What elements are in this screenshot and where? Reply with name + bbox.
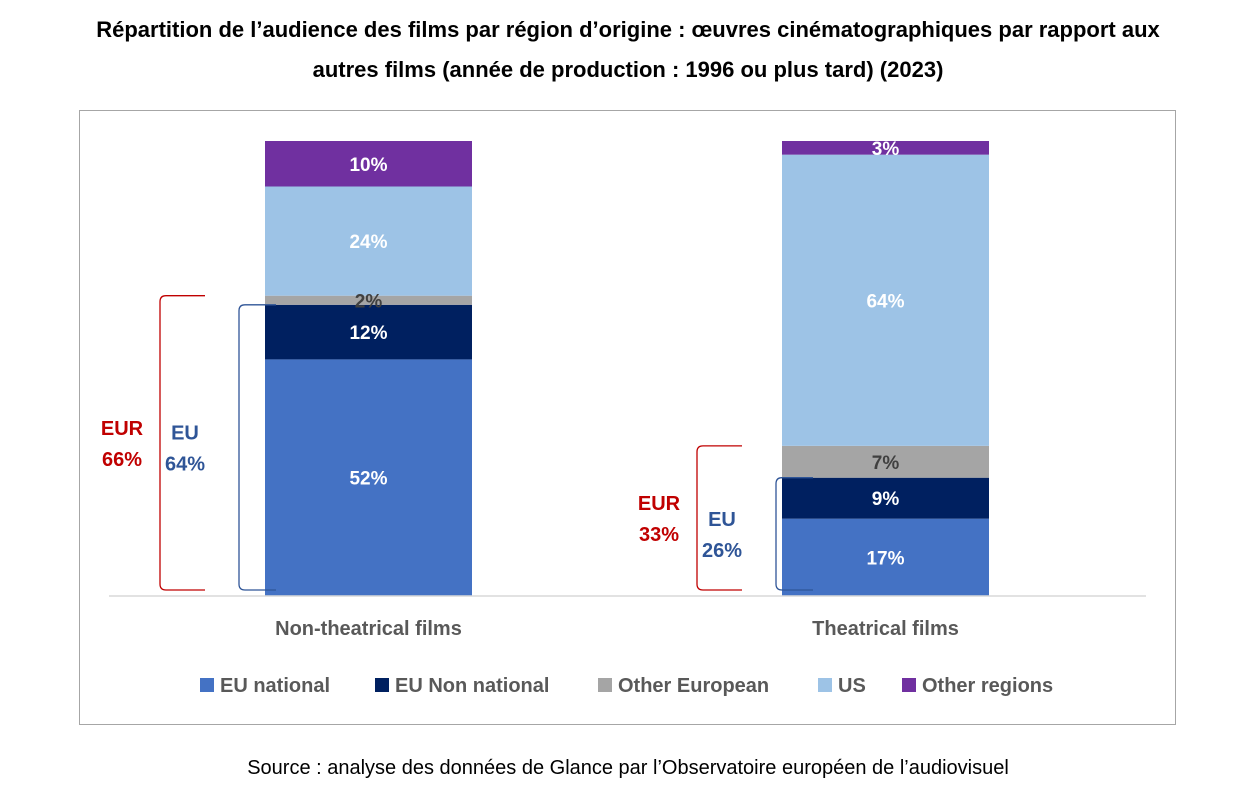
brace-label-eu-non-theatrical-films: EU — [171, 422, 199, 444]
chart-title: Répartition de l’audience des films par … — [0, 10, 1256, 90]
chart-title-line-2: autres films (année de production : 1996… — [312, 57, 944, 82]
brace-value-eur-non-theatrical-films: 66% — [102, 449, 142, 471]
brace-eur-theatrical-films — [696, 445, 742, 591]
brace-label-eu-theatrical-films: EU — [708, 509, 736, 531]
legend-swatch-other-regions — [902, 678, 916, 692]
data-label-non-theatrical-films-eu-national: 52% — [349, 469, 387, 490]
data-label-theatrical-films-eu-national: 17% — [866, 548, 904, 569]
brace-value-eur-theatrical-films: 33% — [639, 524, 679, 546]
legend-label-us: US — [838, 675, 866, 697]
bar-non-theatrical-films-eu-national — [265, 359, 472, 596]
legend-label-eu-non-national: EU Non national — [395, 675, 549, 697]
bar-theatrical-films-eu-non-national — [782, 477, 989, 519]
legend-label-other-european: Other European — [618, 675, 769, 697]
brace-eur-non-theatrical-films — [159, 295, 205, 591]
brace-value-eu-non-theatrical-films: 64% — [165, 453, 205, 475]
bar-theatrical-films-us — [782, 154, 989, 446]
legend-swatch-eu-non-national — [375, 678, 389, 692]
bar-non-theatrical-films-other-european — [265, 295, 472, 305]
data-label-theatrical-films-us: 64% — [866, 291, 904, 312]
chart-plot: 52% 12% 2% 24% 10% 17% 9% 7% 64% 3% Non-theatrical… — [101, 139, 1146, 697]
legend-swatch-eu-national — [200, 678, 214, 692]
brace-value-eu-theatrical-films: 26% — [702, 540, 742, 562]
chart-title-line-1: Répartition de l’audience des films par … — [96, 17, 1160, 42]
brace-eu-non-theatrical-films — [238, 304, 276, 591]
data-label-non-theatrical-films-us: 24% — [349, 232, 387, 253]
category-label-theatrical-films: Theatrical films — [812, 618, 959, 640]
brace-eu-theatrical-films — [775, 477, 813, 591]
data-label-theatrical-films-other-regions: 3% — [872, 139, 900, 160]
category-label-non-theatrical-films: Non-theatrical films — [275, 618, 462, 640]
chart-frame: 52% 12% 2% 24% 10% 17% 9% 7% 64% 3% Non-theatrical… — [79, 110, 1176, 725]
data-label-non-theatrical-films-other-european: 2% — [355, 291, 383, 312]
brace-label-eur-non-theatrical-films: EUR — [101, 418, 144, 440]
bar-non-theatrical-films-other-regions — [265, 141, 472, 187]
brace-label-eur-theatrical-films: EUR — [638, 493, 681, 515]
legend-swatch-us — [818, 678, 832, 692]
legend-swatch-other-european — [598, 678, 612, 692]
bar-theatrical-films-other-european — [782, 445, 989, 478]
legend-label-other-regions: Other regions — [922, 675, 1053, 697]
bar-non-theatrical-films-eu-non-national — [265, 304, 472, 360]
data-label-theatrical-films-eu-non-national: 9% — [872, 489, 900, 510]
bar-theatrical-films-other-regions — [782, 141, 989, 155]
bar-non-theatrical-films-us — [265, 186, 472, 296]
bar-theatrical-films-eu-national — [782, 518, 989, 596]
data-label-non-theatrical-films-eu-non-national: 12% — [349, 323, 387, 344]
data-label-non-theatrical-films-other-regions: 10% — [349, 155, 387, 176]
data-label-theatrical-films-other-european: 7% — [872, 453, 900, 474]
source-note: Source : analyse des données de Glance p… — [247, 757, 1009, 779]
legend-label-eu-national: EU national — [220, 675, 330, 697]
